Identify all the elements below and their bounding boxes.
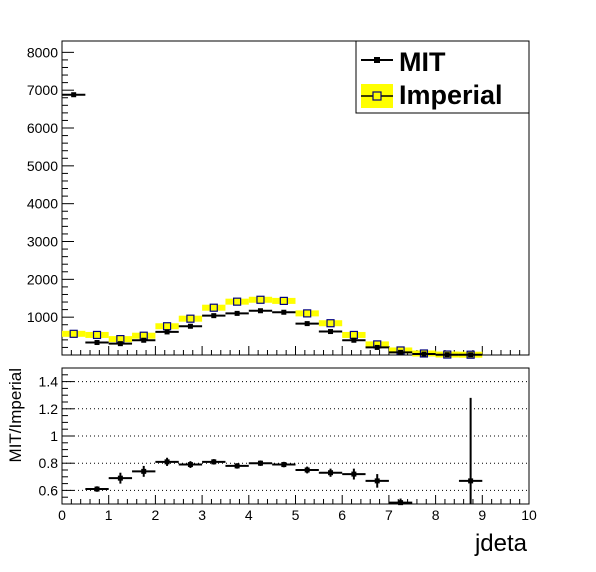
legend-entry-imperial: Imperial bbox=[361, 80, 503, 110]
imperial-point bbox=[256, 295, 265, 304]
y-tick-label: 8000 bbox=[27, 44, 58, 60]
x-tick-label: 6 bbox=[338, 507, 346, 523]
mit-point bbox=[257, 308, 263, 314]
mit-point bbox=[398, 349, 404, 355]
y-tick-label: 3000 bbox=[27, 234, 58, 250]
legend-entry-mit: MIT bbox=[361, 47, 446, 77]
x-tick-label: 0 bbox=[58, 507, 66, 523]
x-tick-label: 10 bbox=[521, 507, 537, 523]
ratio-point bbox=[257, 460, 263, 466]
mit-point bbox=[94, 340, 100, 346]
legend-marker-mit bbox=[374, 57, 380, 63]
mit-point bbox=[374, 344, 380, 350]
ratio-point bbox=[141, 468, 147, 474]
ratio-plot-frame bbox=[61, 367, 530, 505]
x-tick-label: 7 bbox=[385, 507, 393, 523]
y-tick-label: 4000 bbox=[27, 196, 58, 212]
mit-point bbox=[421, 351, 427, 357]
imperial-point bbox=[233, 297, 242, 306]
x-tick-label: 9 bbox=[478, 507, 486, 523]
main-plot-panel: 1000 2000 3000 4000 5000 6000 7000 8000 MIT Imp… bbox=[27, 40, 530, 359]
x-tick-label: 5 bbox=[292, 507, 300, 523]
ratio-point bbox=[234, 463, 240, 469]
legend-marker-imperial bbox=[372, 91, 382, 101]
imperial-point bbox=[349, 330, 358, 340]
imperial-point bbox=[162, 322, 172, 331]
ratio-point bbox=[94, 486, 100, 492]
x-axis-label: jdeta bbox=[474, 530, 528, 557]
y-tick-label: 1.4 bbox=[39, 374, 59, 390]
y-tick-label: 7000 bbox=[27, 82, 58, 98]
ratio-point bbox=[164, 459, 170, 465]
legend-label-mit: MIT bbox=[399, 47, 446, 77]
x-tick-label: 8 bbox=[432, 507, 440, 523]
imperial-point bbox=[209, 303, 218, 312]
y-axis-label: MIT/Imperial bbox=[6, 368, 25, 462]
y-tick-label: 5000 bbox=[27, 158, 58, 174]
y-tick-label: 0.6 bbox=[39, 482, 59, 498]
mit-point bbox=[164, 329, 170, 335]
imperial-point bbox=[186, 314, 195, 323]
ratio-point bbox=[304, 467, 310, 473]
ratio-point bbox=[468, 478, 474, 484]
y-tick-label: 0.8 bbox=[39, 455, 59, 471]
imperial-point bbox=[69, 329, 78, 338]
y-tick-label: 6000 bbox=[27, 120, 58, 136]
ratio-point bbox=[398, 500, 404, 506]
mit-point bbox=[281, 309, 287, 315]
ratio-plot-panel: 0 1 2 3 4 5 6 7 8 9 10 0.6 0.8 1 1.2 1.4 jdeta MIT/Impe… bbox=[6, 367, 537, 557]
ratio-point bbox=[281, 462, 287, 468]
legend: MIT Imperial bbox=[355, 40, 530, 114]
mit-point bbox=[444, 352, 450, 358]
mit-point bbox=[141, 337, 147, 343]
mit-point bbox=[211, 313, 217, 319]
ratio-point bbox=[351, 471, 357, 477]
y-tick-label: 2000 bbox=[27, 271, 58, 287]
x-tick-label: 3 bbox=[198, 507, 206, 523]
ratio-point bbox=[211, 459, 217, 465]
imperial-point bbox=[279, 296, 288, 306]
x-tick-label: 1 bbox=[105, 507, 113, 523]
mit-point bbox=[351, 337, 357, 343]
mit-point bbox=[71, 92, 77, 98]
imperial-point bbox=[303, 309, 312, 318]
imperial-point bbox=[326, 319, 335, 328]
x-tick-label: 4 bbox=[245, 507, 253, 523]
ratio-point bbox=[374, 478, 380, 484]
imperial-point bbox=[92, 330, 102, 340]
y-tick-label: 1000 bbox=[27, 309, 58, 325]
ratio-point bbox=[187, 462, 193, 468]
mit-point bbox=[328, 329, 334, 335]
legend-label-imperial: Imperial bbox=[399, 80, 503, 110]
y-tick-label: 1.2 bbox=[39, 401, 59, 417]
x-tick-label: 2 bbox=[152, 507, 160, 523]
mit-point bbox=[304, 321, 310, 327]
mit-point bbox=[468, 352, 474, 358]
y-tick-label: 1 bbox=[50, 428, 58, 444]
ratio-point bbox=[328, 470, 334, 476]
ratio-point bbox=[117, 475, 123, 481]
mit-point bbox=[234, 310, 240, 316]
mit-point bbox=[187, 323, 193, 329]
mit-point bbox=[117, 341, 123, 347]
